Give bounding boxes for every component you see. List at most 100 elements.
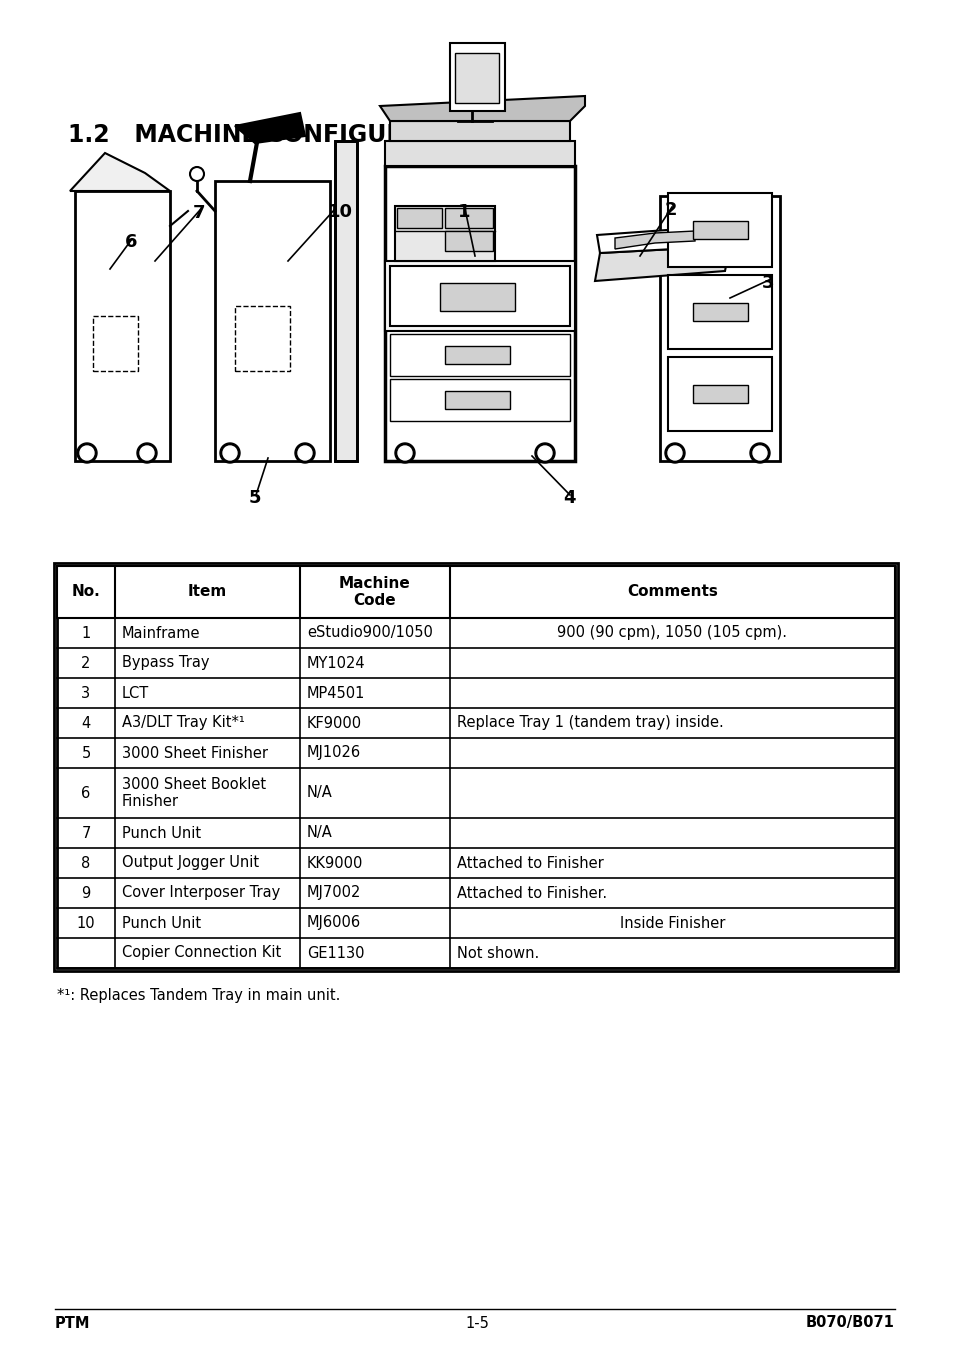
Text: Replace Tray 1 (tandem tray) inside.: Replace Tray 1 (tandem tray) inside. [456,716,723,731]
Bar [57,566,894,969]
Text: 8: 8 [81,855,91,870]
Bar [444,346,510,363]
Text: 3000 Sheet Booklet
Finisher: 3000 Sheet Booklet Finisher [122,777,266,809]
Text: Item: Item [188,585,227,600]
Text: KF9000: KF9000 [307,716,362,731]
Bar [444,231,493,251]
Text: Bypass Tray: Bypass Tray [122,655,210,670]
Bar [75,190,170,461]
Bar [335,141,356,461]
Circle shape [535,443,555,463]
Text: MJ1026: MJ1026 [307,746,361,761]
Text: No.: No. [71,585,100,600]
Bar [234,305,290,372]
Bar [692,222,747,239]
Circle shape [397,446,412,459]
Text: MY1024: MY1024 [307,655,365,670]
Text: N/A: N/A [307,785,333,801]
Text: 900 (90 cpm), 1050 (105 cpm).: 900 (90 cpm), 1050 (105 cpm). [557,626,786,640]
Circle shape [223,446,236,459]
Polygon shape [70,153,170,190]
Bar [390,266,569,326]
Text: 1: 1 [457,203,470,222]
Text: Machine
Code: Machine Code [338,576,411,608]
Text: 5: 5 [81,746,91,761]
Circle shape [297,446,312,459]
Text: Mainframe: Mainframe [122,626,200,640]
Text: B070/B071: B070/B071 [805,1316,894,1331]
Text: Attached to Finisher.: Attached to Finisher. [456,885,606,901]
Text: Punch Unit: Punch Unit [122,825,201,840]
Text: 7: 7 [193,204,205,222]
Text: 1-5: 1-5 [464,1316,489,1331]
Text: LCT: LCT [122,685,149,701]
Text: Output Jogger Unit: Output Jogger Unit [122,855,259,870]
Bar [396,208,441,228]
Bar [385,141,575,166]
Bar [390,380,569,422]
Bar [395,205,495,261]
Text: Not shown.: Not shown. [456,946,538,961]
Text: 7: 7 [81,825,91,840]
Bar [335,141,356,461]
Circle shape [667,446,681,459]
Text: KK9000: KK9000 [307,855,363,870]
Bar [439,282,515,311]
Circle shape [537,446,552,459]
Circle shape [294,443,314,463]
Text: GE1130: GE1130 [307,946,364,961]
Text: 4: 4 [81,716,91,731]
Bar [692,303,747,322]
Bar [659,196,780,461]
Bar [57,566,894,617]
Circle shape [664,443,684,463]
Text: 4: 4 [562,489,575,507]
Bar [444,208,493,228]
Bar [385,166,575,461]
Circle shape [220,443,240,463]
Text: MP4501: MP4501 [307,685,365,701]
Bar [390,334,569,376]
Circle shape [752,446,766,459]
Bar [450,43,504,111]
Circle shape [140,446,153,459]
Text: 2: 2 [81,655,91,670]
Text: Inside Finisher: Inside Finisher [619,916,724,931]
Circle shape [395,443,415,463]
Bar [444,390,510,409]
Text: Attached to Finisher: Attached to Finisher [456,855,603,870]
Text: eStudio900/1050: eStudio900/1050 [307,626,433,640]
Text: 2: 2 [664,201,677,219]
Text: *¹: Replaces Tandem Tray in main unit.: *¹: Replaces Tandem Tray in main unit. [57,988,340,1002]
Text: 1: 1 [81,626,91,640]
Text: MJ6006: MJ6006 [307,916,361,931]
Polygon shape [234,113,305,143]
Polygon shape [595,246,729,281]
Text: Cover Interposer Tray: Cover Interposer Tray [122,885,280,901]
Text: 3: 3 [761,274,774,292]
Bar [214,181,330,461]
Text: A3/DLT Tray Kit*¹: A3/DLT Tray Kit*¹ [122,716,245,731]
Text: PTM: PTM [55,1316,91,1331]
Text: N/A: N/A [307,825,333,840]
Text: Punch Unit: Punch Unit [122,916,201,931]
Polygon shape [597,226,729,253]
Text: 10: 10 [328,203,353,222]
Text: MJ7002: MJ7002 [307,885,361,901]
Polygon shape [379,96,584,122]
Bar [455,53,498,103]
Text: Copier Connection Kit: Copier Connection Kit [122,946,281,961]
Polygon shape [615,231,695,249]
Text: 10: 10 [76,916,95,931]
Bar [692,385,747,403]
Text: 3000 Sheet Finisher: 3000 Sheet Finisher [122,746,268,761]
Text: 6: 6 [81,785,91,801]
Text: 6: 6 [125,232,137,251]
Bar [54,563,897,971]
Text: 1.2   MACHINE CONFIGURATION: 1.2 MACHINE CONFIGURATION [68,123,485,147]
Bar [667,357,771,431]
Circle shape [80,446,94,459]
Circle shape [749,443,769,463]
Polygon shape [390,122,569,141]
Text: 9: 9 [81,885,91,901]
